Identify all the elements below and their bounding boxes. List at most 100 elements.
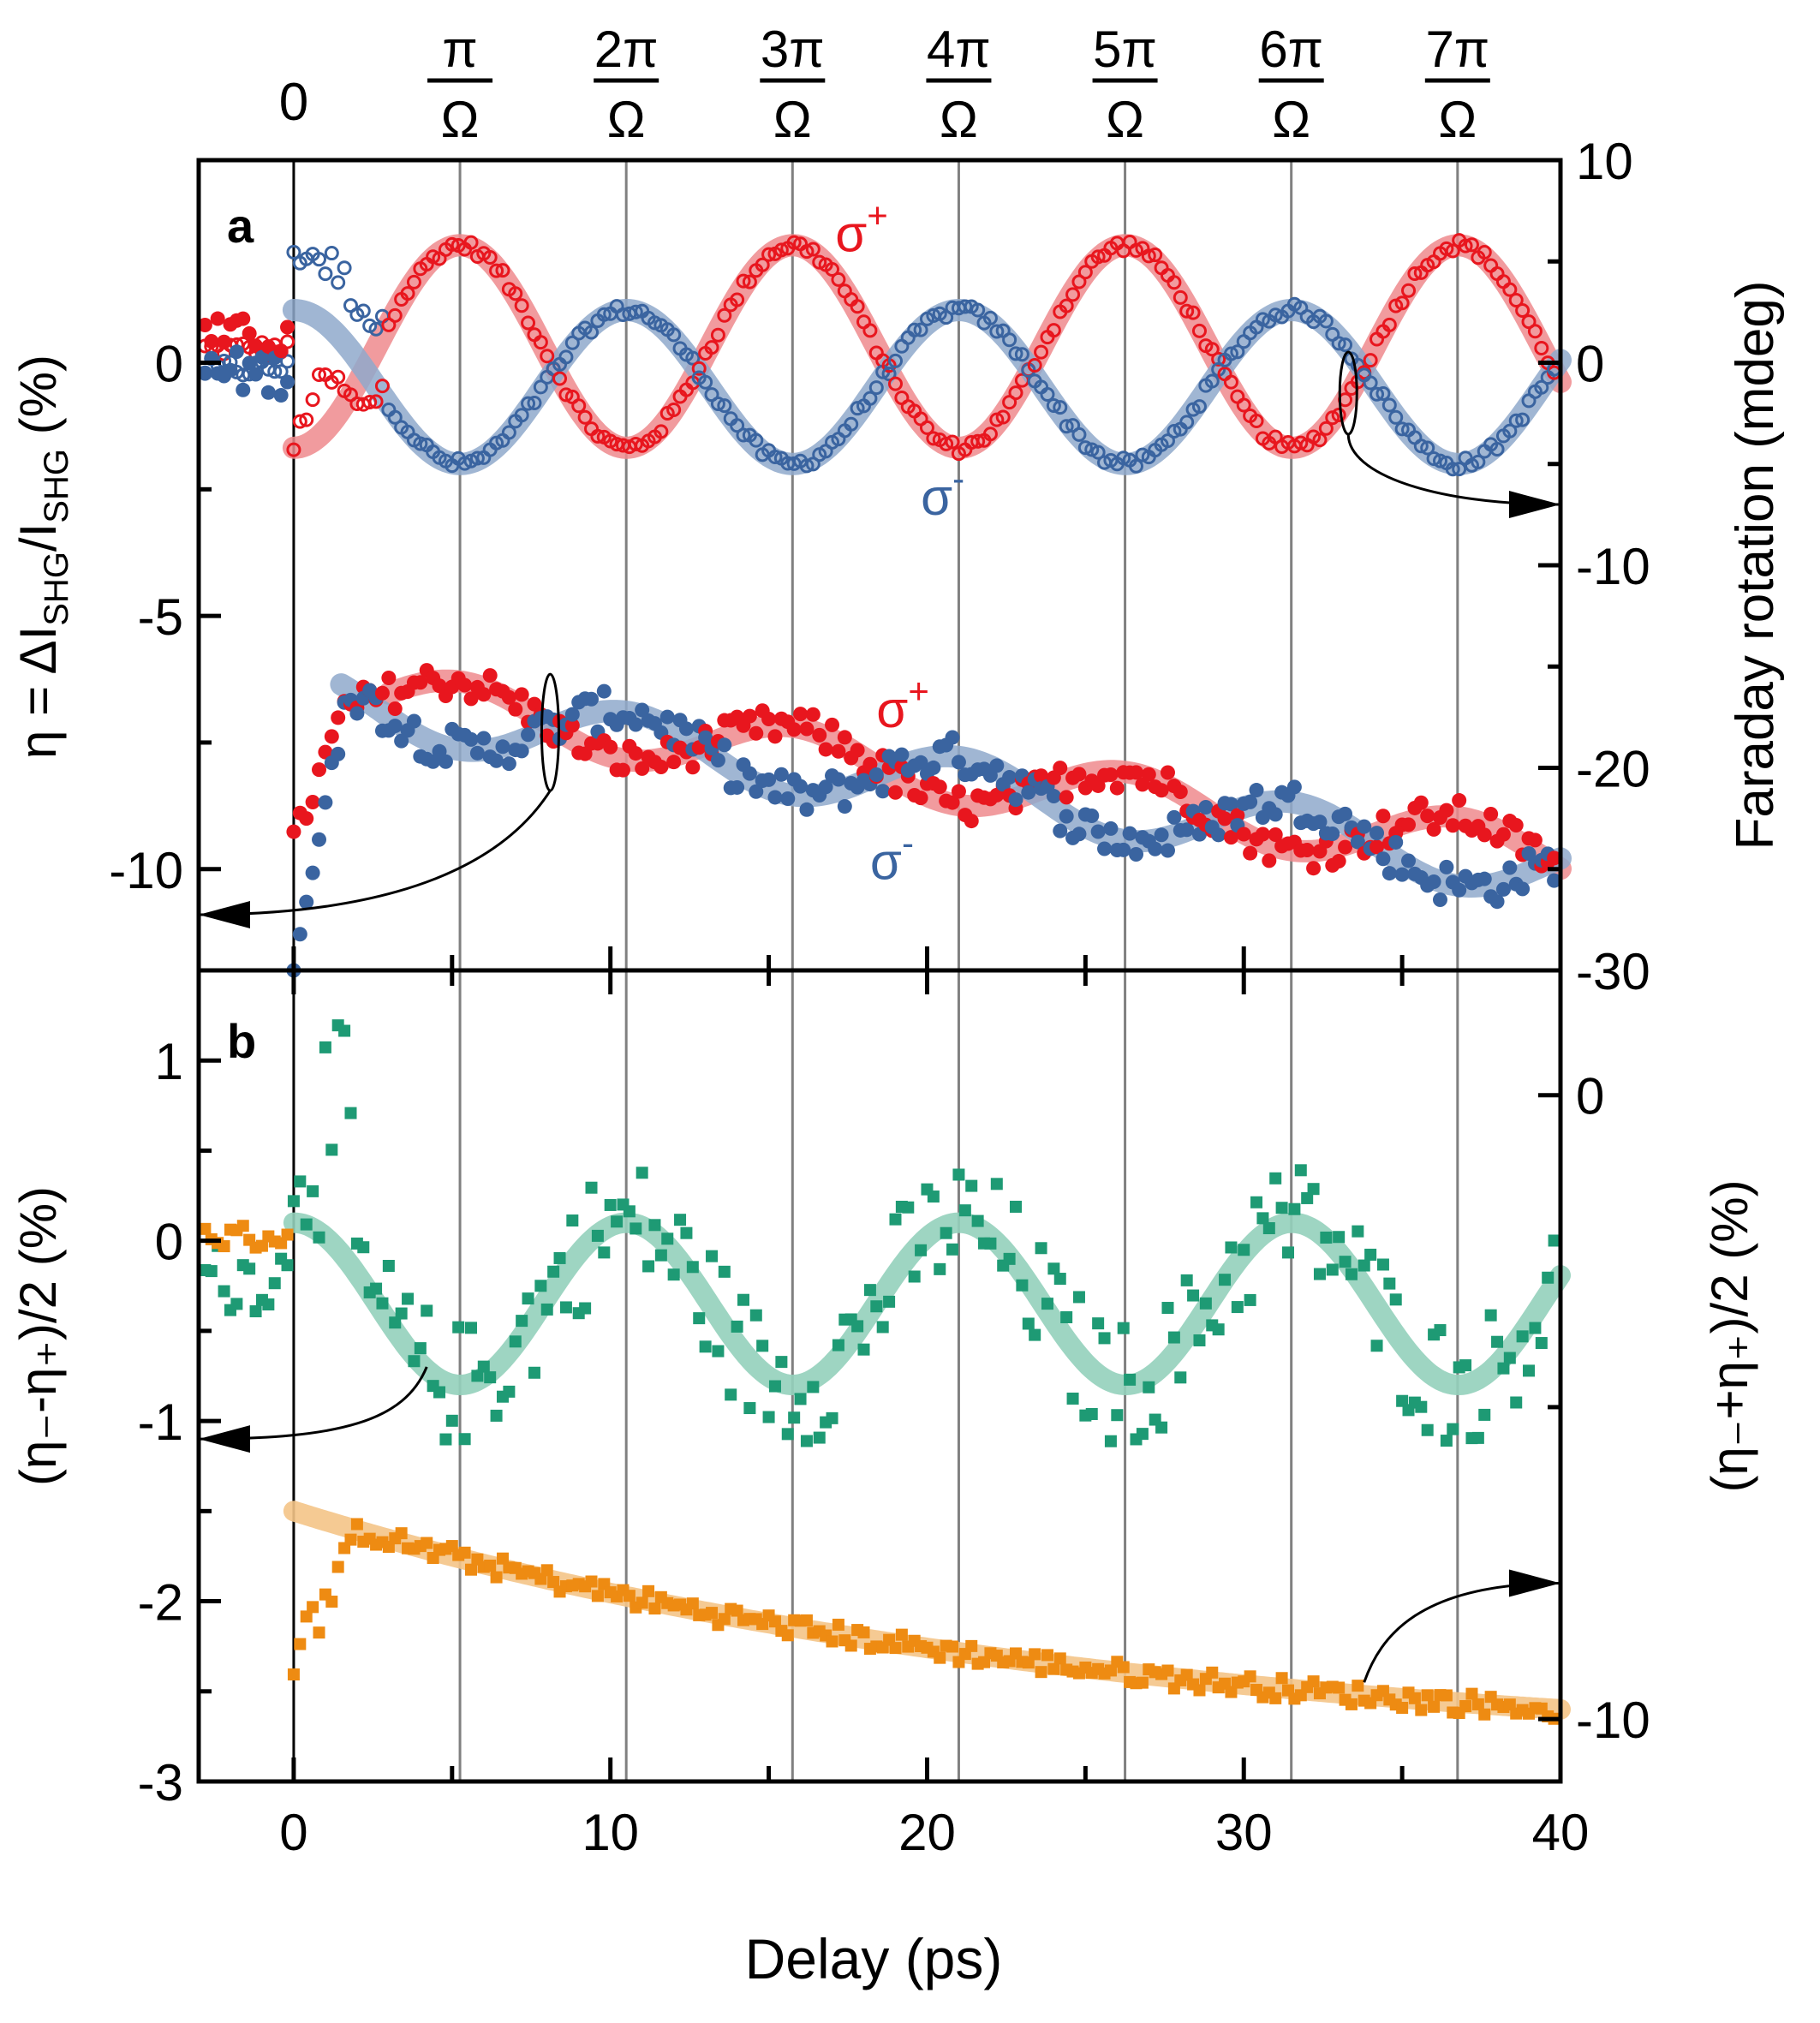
data-point-sum	[1352, 1680, 1364, 1692]
top-axis-denominator: Ω	[607, 91, 646, 148]
sigma-sup: -	[952, 458, 964, 498]
data-point-difference	[319, 1041, 331, 1053]
data-point-sigma-plus-faraday	[1129, 242, 1144, 258]
data-point-sum	[307, 1601, 319, 1614]
data-point-sigma-plus-eta	[805, 707, 820, 722]
data-point-sigma-plus-faraday	[850, 299, 865, 314]
data-point-sigma-plus-faraday	[1477, 244, 1492, 260]
data-point-sigma-plus-eta	[1129, 765, 1144, 780]
data-point-sigma-minus-eta	[1452, 882, 1467, 898]
data-point-difference	[958, 1204, 971, 1217]
data-point-difference	[749, 1309, 762, 1322]
data-point-sigma-minus-faraday	[1090, 445, 1106, 460]
y-tick-label-right-a: 0	[1576, 336, 1604, 393]
data-point-sigma-plus-eta	[1223, 830, 1238, 845]
data-point-sigma-plus-eta	[299, 811, 314, 827]
data-point-difference	[484, 1371, 497, 1384]
data-point-sum	[1117, 1661, 1130, 1674]
data-point-sigma-plus-faraday	[368, 394, 384, 409]
data-point-difference	[611, 1215, 624, 1228]
data-point-sum	[465, 1563, 477, 1576]
data-point-sigma-minus-eta	[698, 730, 713, 745]
data-point-sigma-plus-faraday	[482, 249, 498, 265]
data-point-sigma-minus-eta	[463, 731, 479, 747]
data-point-sigma-minus-faraday	[1413, 439, 1429, 454]
data-point-sigma-plus-eta	[831, 743, 846, 759]
data-point-sigma-plus-eta	[564, 718, 580, 733]
data-point-sigma-minus-eta	[1439, 859, 1454, 874]
sigma-letter: σ	[835, 205, 867, 262]
x-tick-label: 30	[1215, 1804, 1273, 1861]
top-axis-numerator: 4π	[927, 21, 991, 78]
data-point-sigma-plus-faraday	[862, 323, 878, 338]
data-point-sigma-minus-eta	[1495, 881, 1511, 897]
data-point-difference	[1352, 1225, 1364, 1238]
data-point-sum	[458, 1546, 471, 1559]
data-point-sigma-plus-faraday	[825, 262, 840, 277]
sigma-annotation: σ+	[835, 194, 888, 262]
data-point-sigma-minus-eta	[635, 702, 650, 718]
axis-labels: a b Delay (ps) Faraday rotation (mdeg) (…	[9, 199, 1785, 1990]
data-point-sigma-minus-faraday	[469, 451, 485, 466]
sigma-letter: σ	[876, 681, 908, 738]
data-point-sigma-minus-faraday	[1179, 415, 1195, 430]
data-point-sigma-plus-faraday	[945, 434, 960, 450]
data-point-difference	[598, 1246, 611, 1259]
data-point-sigma-plus-faraday	[773, 242, 789, 258]
data-point-sigma-minus-eta	[767, 790, 783, 805]
data-point-sum	[281, 1228, 294, 1241]
data-point-sigma-minus-faraday	[514, 408, 529, 423]
data-point-sigma-plus-eta	[1439, 803, 1454, 818]
data-point-sigma-plus-faraday	[374, 379, 390, 394]
data-point-sigma-minus-faraday	[939, 310, 954, 325]
data-point-sigma-plus-eta	[1495, 827, 1511, 842]
data-point-sigma-minus-faraday	[1059, 419, 1074, 434]
data-point-sigma-plus-eta	[1059, 790, 1074, 805]
data-point-sigma-minus-faraday	[596, 307, 612, 322]
data-point-sigma-minus-eta	[1243, 794, 1258, 809]
data-point-difference	[408, 1355, 421, 1368]
arrow-difference	[198, 1366, 428, 1441]
data-point-difference	[540, 1303, 553, 1316]
data-point-sigma-plus-eta	[793, 707, 809, 722]
data-point-sigma-plus-faraday	[426, 249, 441, 265]
data-point-sigma-plus-eta	[1401, 817, 1417, 832]
data-point-sum	[1053, 1652, 1066, 1665]
data-point-sigma-minus-eta	[1046, 789, 1061, 804]
data-point-sigma-minus-eta	[1090, 824, 1106, 839]
data-point-sigma-minus-faraday	[710, 396, 725, 411]
data-point-difference	[762, 1411, 775, 1423]
data-point-sigma-minus-faraday	[1388, 409, 1404, 425]
data-point-sum	[889, 1642, 902, 1655]
data-point-sum	[421, 1537, 433, 1549]
data-point-sigma-minus-faraday	[1534, 379, 1549, 395]
right-y-axis-title-b: (η₋+η₊)/2 (%)	[1701, 1179, 1758, 1492]
data-point-difference	[940, 1226, 952, 1239]
data-point-sigma-plus-faraday	[1008, 385, 1023, 401]
data-point-sigma-minus-faraday	[887, 353, 903, 368]
data-point-difference	[528, 1366, 540, 1379]
data-point-sum	[255, 1239, 268, 1252]
data-point-difference	[509, 1335, 522, 1348]
data-point-sum	[844, 1639, 857, 1652]
x-axis-title: Delay (ps)	[745, 1927, 1003, 1990]
data-point-difference	[1523, 1364, 1536, 1377]
data-point-difference	[1491, 1335, 1504, 1348]
data-point-sigma-minus-faraday	[1071, 427, 1087, 442]
y-tick-label-left-b: -2	[138, 1574, 183, 1632]
data-point-sigma-minus-eta	[406, 713, 421, 729]
data-point-difference	[1244, 1293, 1256, 1306]
data-point-sigma-plus-faraday	[1407, 266, 1423, 282]
x-tick-label: 20	[898, 1804, 956, 1861]
data-point-sigma-minus-eta	[1021, 785, 1036, 800]
data-point-sigma-plus-eta	[501, 689, 516, 705]
y-tick-label-right-a: 10	[1576, 133, 1633, 190]
data-point-sigma-plus-eta	[305, 794, 320, 809]
data-point-difference	[1516, 1330, 1529, 1343]
panel-a: 0-5-10100-10-20-300πΩ2πΩ3πΩ4πΩ5πΩ6πΩ7πΩσ…	[109, 21, 1650, 1781]
data-point-sigma-minus-eta	[780, 791, 796, 806]
data-point-difference	[503, 1385, 516, 1398]
data-point-sum	[768, 1615, 781, 1628]
data-point-difference	[680, 1226, 693, 1239]
